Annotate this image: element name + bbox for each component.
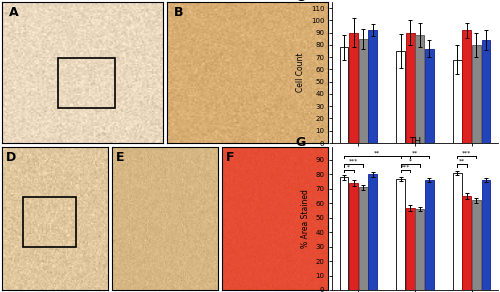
Bar — [406, 208, 414, 290]
Y-axis label: Cell Count: Cell Count — [296, 53, 306, 92]
Bar — [396, 51, 405, 143]
Text: **: ** — [459, 159, 465, 164]
X-axis label: months post inoculation: months post inoculation — [368, 162, 462, 171]
Bar — [472, 200, 481, 290]
Text: D: D — [6, 151, 16, 164]
Bar — [462, 30, 471, 143]
Bar — [425, 180, 434, 290]
Bar — [368, 30, 378, 143]
Bar — [452, 60, 462, 143]
Bar — [340, 177, 348, 290]
Bar — [340, 47, 348, 143]
Text: F: F — [226, 151, 234, 164]
Bar — [349, 183, 358, 290]
Bar — [359, 187, 368, 290]
Text: E: E — [116, 151, 124, 164]
Text: B: B — [174, 6, 183, 19]
Bar — [58, 58, 114, 108]
Bar — [416, 209, 424, 290]
Bar — [416, 35, 424, 143]
Bar — [359, 39, 368, 143]
Bar — [482, 40, 490, 143]
Text: **: ** — [374, 150, 380, 155]
Bar — [452, 173, 462, 290]
Bar — [23, 197, 76, 247]
Bar — [472, 45, 481, 143]
Text: *: * — [348, 165, 350, 170]
Text: ***: *** — [462, 150, 471, 155]
Bar — [368, 174, 378, 290]
Bar — [425, 48, 434, 143]
Bar — [482, 180, 490, 290]
Title: TH: TH — [409, 0, 421, 1]
Bar — [406, 33, 414, 143]
Bar — [462, 196, 471, 290]
Bar — [349, 33, 358, 143]
Text: *: * — [408, 159, 412, 164]
Text: ***: *** — [400, 165, 410, 170]
Text: A: A — [8, 6, 18, 19]
Text: ***: *** — [349, 159, 358, 164]
Text: G: G — [296, 135, 306, 149]
Title: TH: TH — [409, 137, 421, 146]
Y-axis label: % Area Stained: % Area Stained — [301, 189, 310, 248]
Bar — [396, 179, 405, 290]
Text: C: C — [296, 0, 304, 4]
Text: **: ** — [412, 150, 418, 155]
